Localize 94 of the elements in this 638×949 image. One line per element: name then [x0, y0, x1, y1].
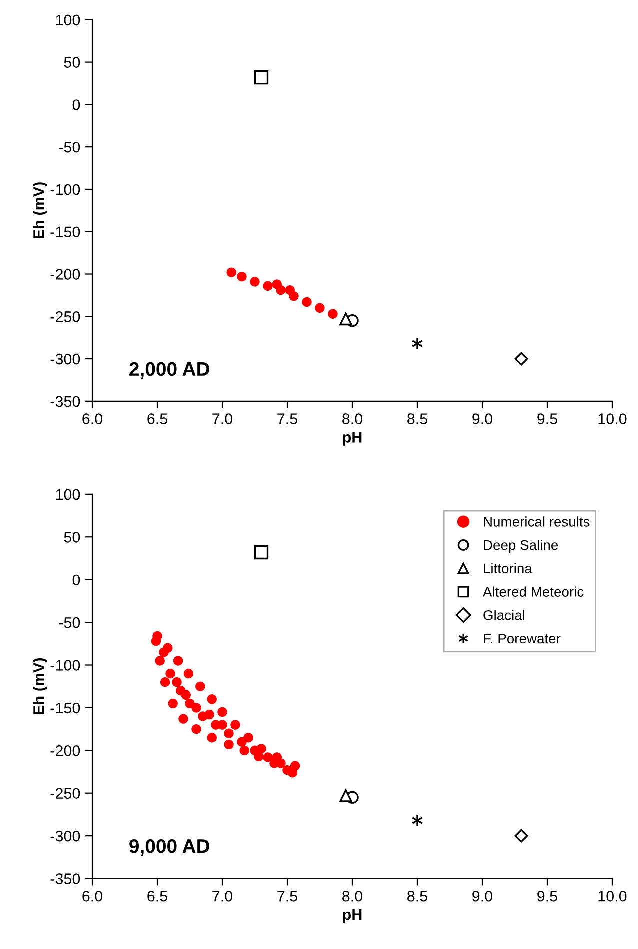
- legend-label: Deep Saline: [484, 540, 558, 553]
- point: [166, 668, 176, 679]
- x-tick-label: 8.0: [342, 890, 363, 902]
- legend-label: Numerical results: [484, 516, 590, 527]
- y-tick-label: 100: [56, 14, 80, 26]
- x-tick-label: 10.0: [598, 890, 627, 902]
- y-tick-label: 0: [72, 100, 80, 110]
- point: [272, 280, 282, 290]
- point: [192, 703, 202, 713]
- point: [237, 272, 247, 282]
- point: [204, 710, 214, 720]
- point: [340, 790, 352, 802]
- point: [226, 268, 236, 278]
- y-tick-label: 50: [64, 57, 80, 68]
- legend-label: Glacial: [484, 610, 525, 620]
- point: [155, 656, 165, 666]
- point: [192, 724, 202, 734]
- y-tick-label: -100: [50, 184, 80, 196]
- x-tick-label: 8.5: [408, 890, 428, 902]
- annotation: 9,000 AD: [130, 839, 210, 856]
- point: [224, 728, 234, 738]
- point: [196, 682, 206, 692]
- point: [412, 814, 424, 828]
- y-tick-label: -300: [50, 830, 80, 842]
- x-tick-label: 7.0: [212, 414, 233, 424]
- x-tick-label: 6.0: [82, 890, 103, 902]
- annotation: 2,000 AD: [130, 362, 210, 379]
- y-tick-label: -100: [50, 660, 80, 671]
- y-tick-label: 100: [56, 489, 80, 500]
- y-tick-label: -150: [50, 702, 80, 714]
- x-tick-label: 7.0: [212, 890, 233, 902]
- y-tick-label: -250: [50, 312, 80, 322]
- point: [173, 656, 184, 666]
- point: [224, 740, 234, 750]
- x-tick-label: 6.5: [148, 890, 168, 902]
- x-tick-label: 6.5: [148, 414, 168, 424]
- x-tick-label: 8.0: [342, 414, 363, 424]
- legend-label: Altered Meteoric: [483, 586, 584, 597]
- x-axis-title: pH: [343, 432, 362, 446]
- point: [218, 707, 228, 718]
- point: [207, 694, 217, 704]
- point: [172, 677, 182, 688]
- point: [412, 337, 424, 350]
- y-tick-label: -200: [50, 746, 80, 756]
- y-tick-label: 50: [64, 532, 80, 543]
- point: [263, 281, 273, 291]
- y-tick-label: -200: [50, 269, 80, 280]
- point: [340, 312, 352, 326]
- x-tick-label: 8.5: [408, 414, 428, 424]
- point: [184, 668, 194, 679]
- point: [237, 737, 247, 747]
- y-tick-label: -150: [50, 226, 80, 238]
- y-axis-title: Eh (mV): [33, 182, 48, 239]
- point: [254, 70, 269, 85]
- y-tick-label: -350: [50, 874, 80, 884]
- point: [178, 714, 188, 724]
- y-tick-label: 0: [72, 574, 80, 586]
- legend-label: Littorina: [484, 563, 532, 574]
- x-tick-label: 9.0: [472, 890, 493, 902]
- y-tick-label: -50: [59, 617, 80, 628]
- point: [181, 690, 191, 700]
- y-tick-label: -50: [59, 142, 80, 153]
- point: [285, 286, 295, 296]
- point: [276, 758, 286, 768]
- point: [302, 297, 312, 308]
- point: [159, 648, 169, 658]
- point: [168, 698, 178, 709]
- x-tick-label: 9.5: [538, 890, 558, 902]
- y-axis-title: Eh (mV): [33, 658, 48, 714]
- point: [207, 732, 217, 743]
- point: [514, 352, 528, 366]
- y-tick-label: -250: [50, 788, 80, 800]
- x-tick-label: 7.5: [278, 414, 298, 424]
- point: [315, 303, 325, 314]
- point: [328, 309, 338, 319]
- x-tick-label: 6.0: [82, 414, 103, 424]
- x-tick-label: 10.0: [598, 414, 627, 424]
- point: [290, 761, 300, 771]
- x-tick-label: 9.0: [472, 414, 493, 424]
- point: [250, 277, 260, 287]
- point: [263, 752, 273, 762]
- y-tick-label: -300: [50, 354, 80, 365]
- point: [152, 631, 162, 642]
- x-axis-title: pH: [343, 910, 362, 924]
- legend-label: F. Porewater: [484, 634, 561, 644]
- point: [160, 677, 170, 688]
- point: [218, 720, 228, 730]
- point: [230, 720, 240, 730]
- point: [240, 746, 250, 756]
- x-tick-label: 9.5: [538, 414, 558, 424]
- point: [514, 829, 528, 843]
- point: [254, 545, 269, 560]
- x-tick-label: 7.5: [278, 891, 298, 902]
- y-tick-label: -350: [50, 396, 80, 408]
